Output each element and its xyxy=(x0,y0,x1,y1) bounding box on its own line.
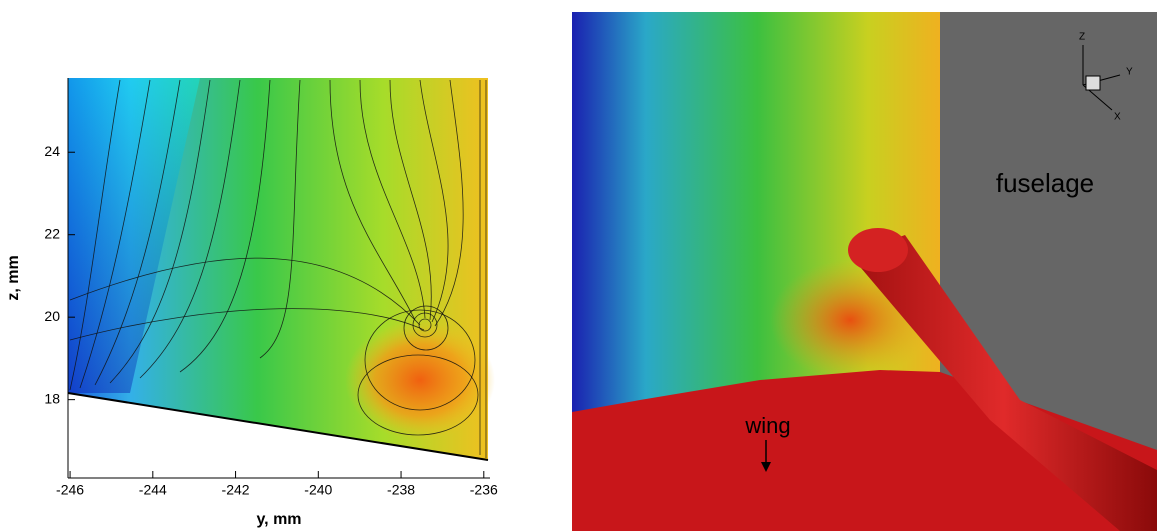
triad-cube xyxy=(1085,75,1101,91)
y-tick-label: 18 xyxy=(44,390,60,406)
triad-label: X xyxy=(1114,112,1121,123)
axes: -246 -244 -242 -240 -238 -236 18 20 22 24 xyxy=(44,78,498,498)
tube-end xyxy=(848,228,908,272)
x-tick-label: -246 xyxy=(56,482,84,498)
y-tick-label: 24 xyxy=(44,143,60,159)
streamlines xyxy=(69,79,487,458)
left-plot: -246 -244 -242 -240 -238 -236 18 20 22 24 y, mm z… xyxy=(5,78,498,528)
annotation: fuselage xyxy=(996,168,1094,198)
triad-label: Y xyxy=(1126,67,1133,78)
x-tick-label: -244 xyxy=(139,482,167,498)
tube xyxy=(850,235,1157,531)
x-tick-label: -238 xyxy=(387,482,415,498)
y-axis-label: z, mm xyxy=(5,255,22,300)
y-tick-label: 20 xyxy=(44,308,60,324)
wing-edge xyxy=(67,392,489,461)
arrow-head xyxy=(761,462,771,472)
x-axis-label: y, mm xyxy=(256,511,301,528)
x-tick-label: -240 xyxy=(304,482,332,498)
axis-triad xyxy=(1082,45,1121,111)
x-tick-label: -242 xyxy=(222,482,250,498)
contour-peak xyxy=(345,320,495,440)
y-tick-label: 22 xyxy=(44,225,60,241)
contour-shade xyxy=(68,78,200,393)
annotation: wing xyxy=(744,413,790,438)
triad-label: Z xyxy=(1079,32,1085,43)
x-tick-label: -236 xyxy=(470,482,498,498)
right-render: fuselage wing Z Y X xyxy=(572,12,1157,531)
